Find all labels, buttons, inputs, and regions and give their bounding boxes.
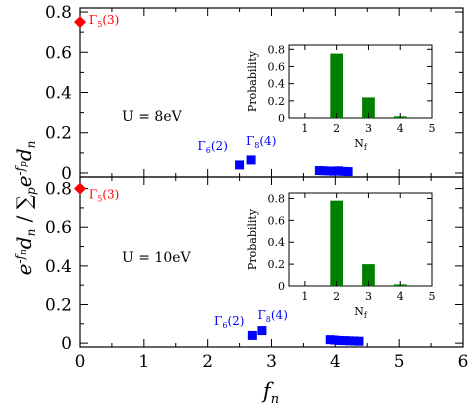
data-point-square: [354, 336, 364, 346]
inset-bar: [330, 200, 344, 286]
y-tick-label: 0: [61, 334, 72, 354]
x-tick-label: 0: [75, 352, 86, 372]
inset-y-tick-label: 0.4: [268, 78, 286, 91]
inset-y-tick-label: 0.6: [268, 60, 286, 73]
inset-x-tick-label: 4: [397, 122, 404, 135]
inset-y-tick-label: 0.2: [268, 258, 286, 271]
data-point-square: [328, 166, 338, 176]
inset-x-tick-label: 3: [365, 122, 372, 135]
y-tick-label: 0: [61, 164, 72, 184]
top-panel: 0 0.2 0.4 0.6 0.8 U = 8eV Γ5(3) Γ6(2) Γ8(4) 1 2 3 4 5…: [45, 3, 464, 184]
inset-y-tick-label: 0: [278, 112, 285, 125]
x-tick-label: 6: [458, 352, 469, 372]
x-tick-label: 5: [394, 352, 405, 372]
inset-x-tick-label: 1: [301, 290, 308, 303]
inset-y-tick-label: 0: [278, 280, 285, 293]
x-tick-label: 4: [330, 352, 341, 372]
data-point-square: [319, 166, 329, 176]
inset-x-tick-label: 3: [365, 290, 372, 303]
data-point-diamond: [74, 182, 86, 195]
inset-x-tick-label: 2: [333, 122, 340, 135]
inset-bar-chart: 1 2 3 4 5 0 0.2 0.4 0.6 0.8 Probability Nf: [246, 43, 436, 152]
inset-y-tick-label: 0.6: [268, 214, 286, 227]
data-point-square: [344, 336, 354, 346]
y-tick-label: 0.8: [45, 3, 72, 23]
bottom-panel: 0 1 2 3 4 5 6 0 0.2 0.4 0.6 0.8 U = 10eV Γ5(3) Γ6(2) Γ8…: [45, 176, 469, 372]
data-point-square: [247, 330, 257, 340]
gamma-annotation: Γ5(3): [89, 13, 119, 29]
inset-y-axis-title: Probability: [246, 208, 259, 270]
data-point-square: [257, 326, 267, 336]
inset-y-axis-title: Probability: [246, 50, 259, 112]
data-point-square: [334, 335, 344, 345]
y-tick-label: 0.8: [45, 180, 72, 200]
inset-bar: [362, 97, 375, 118]
inset-x-axis-title: Nf: [354, 137, 368, 152]
y-tick-label: 0.2: [45, 296, 72, 316]
gamma-annotation: Γ6(2): [214, 314, 244, 330]
y-tick-label: 0.6: [45, 218, 72, 238]
inset-y-tick-label: 0.4: [268, 236, 286, 249]
inset-frame: [288, 192, 433, 287]
gamma-annotation: Γ5(3): [89, 187, 119, 203]
inset-y-tick-label: 0.8: [268, 192, 286, 205]
u-label: U = 8eV: [122, 109, 183, 125]
y-tick-label: 0.6: [45, 43, 72, 63]
data-point-square: [235, 160, 245, 170]
y-tick-label: 0.4: [45, 257, 72, 277]
inset-x-tick-label: 4: [397, 290, 404, 303]
x-tick-label: 3: [266, 352, 277, 372]
gamma-annotation: Γ8(4): [246, 134, 276, 150]
inset-x-tick-label: 5: [429, 122, 436, 135]
gamma-annotation: Γ6(2): [197, 139, 227, 155]
x-tick-label: 1: [138, 352, 149, 372]
inset-y-tick-label: 0.2: [268, 95, 286, 108]
data-point-diamond: [74, 16, 86, 29]
y-tick-label: 0.2: [45, 124, 72, 144]
data-point-square: [343, 167, 353, 177]
x-axis-title: fn: [261, 379, 279, 406]
inset-x-axis-title: Nf: [354, 305, 368, 320]
y-tick-label: 0.4: [45, 84, 72, 104]
inset-y-tick-label: 0.8: [268, 43, 286, 56]
inset-bar: [362, 264, 375, 286]
x-tick-label: 2: [202, 352, 213, 372]
inset-bar: [330, 53, 344, 118]
u-label: U = 10eV: [122, 250, 192, 266]
inset-x-tick-label: 1: [301, 122, 308, 135]
data-point-square: [246, 155, 256, 165]
inset-x-tick-label: 2: [333, 290, 340, 303]
data-point-square: [338, 166, 348, 176]
inset-x-tick-label: 5: [429, 290, 436, 303]
inset-frame: [288, 44, 433, 119]
inset-bar-chart: 1 2 3 4 5 0 0.2 0.4 0.6 0.8 Probability Nf: [246, 192, 436, 320]
data-point-square: [339, 336, 349, 346]
gamma-annotation: Γ8(4): [257, 308, 287, 324]
y-axis-title: e-fndn / ∑pe-fpdn: [12, 141, 38, 276]
